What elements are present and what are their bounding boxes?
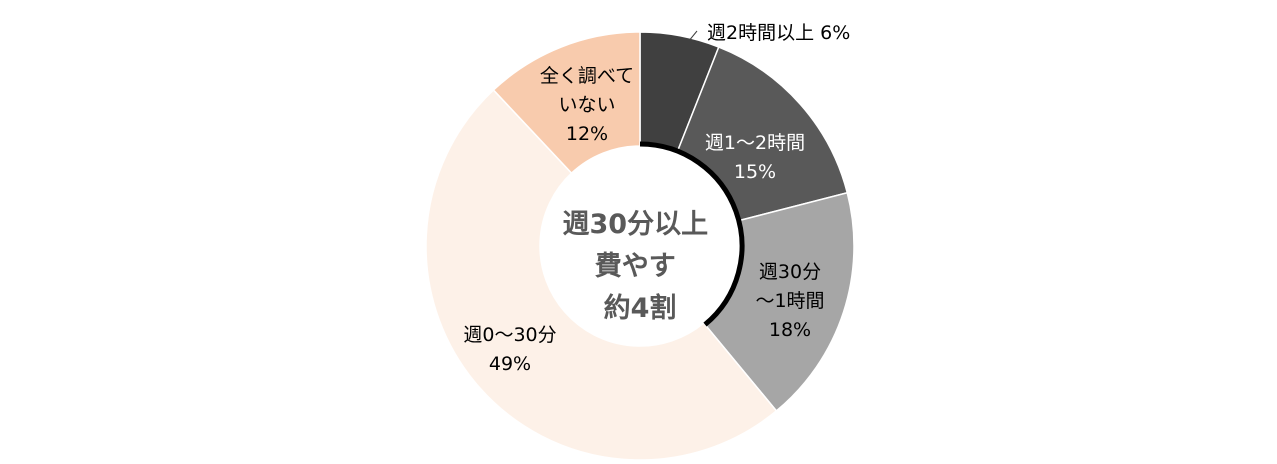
highlight-arc — [639, 141, 745, 327]
slice-label-0: 週2時間以上 6% — [707, 22, 850, 44]
center-line-1: 週30分以上 — [563, 209, 709, 240]
slice-label-2-line-2: 18% — [769, 319, 811, 341]
leader-line — [687, 30, 698, 43]
slice-label-4-line-2: 12% — [566, 123, 608, 145]
slice-label-0-line-0: 週2時間以上 6% — [707, 22, 850, 44]
slice-labels: 週2時間以上 6% 週1～2時間 15% 週30分 ～1時間 18% 週0～30分 49% 全く… — [463, 22, 850, 375]
center-line-2: 費やす — [595, 251, 676, 282]
slice-label-1-line-1: 15% — [734, 161, 776, 183]
slice-label-4: 全く調べていない 12% — [540, 65, 634, 145]
slice-label-3: 週0～30分 49% — [463, 324, 556, 375]
slice-label-4-line-0: 全く調べて — [540, 65, 634, 87]
slice-label-2-line-1: ～1時間 — [755, 290, 824, 312]
slice-3 — [425, 88, 778, 461]
slice-label-3-line-0: 週0～30分 — [463, 324, 556, 346]
slice-4 — [492, 31, 641, 175]
center-line-3: 約4割 — [604, 292, 677, 324]
center-text: 週30分以上 費やす 約4割 — [563, 209, 718, 324]
slice-label-3-line-1: 49% — [489, 353, 531, 375]
slice-label-2: 週30分 ～1時間 18% — [755, 261, 824, 341]
slice-label-1: 週1～2時間 15% — [705, 132, 805, 183]
slice-label-4-line-1: いない — [558, 94, 615, 116]
slices-group — [425, 31, 855, 461]
slice-label-1-line-0: 週1～2時間 — [705, 132, 805, 154]
slice-label-2-line-0: 週30分 — [759, 261, 821, 283]
